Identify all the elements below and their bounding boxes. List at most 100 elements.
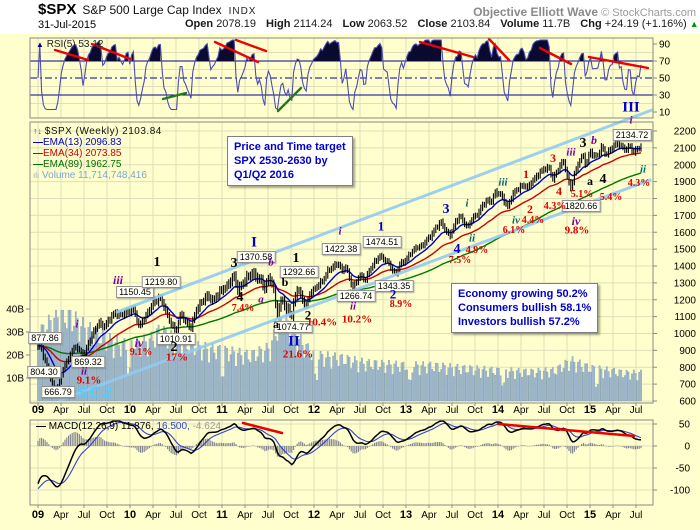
macd-plot (37, 420, 642, 490)
price-axis-label: 1400 (674, 262, 697, 273)
elliott-wave-label: 5.1% (570, 189, 594, 200)
ema34-label: EMA(34) 2073.85 (43, 148, 122, 159)
elliott-wave-label: 4 (236, 290, 244, 305)
annotation-line: Consumers bullish 58.1% (458, 302, 592, 314)
elliott-wave-label: 8.9% (389, 299, 413, 310)
ticker-symbol: $SPX (38, 1, 77, 18)
elliott-wave-label: iii (498, 176, 508, 189)
elliott-wave-label: 1 (377, 218, 385, 234)
price-pivot-label: 1266.74 (336, 290, 376, 302)
elliott-wave-label: ii (639, 163, 647, 176)
open-value: 2078.19 (216, 18, 256, 30)
elliott-wave-label: 2 (527, 202, 533, 216)
price-axis-label: 2100 (674, 143, 697, 154)
price-axis-label: 1900 (674, 177, 697, 188)
price-axis-label: 1000 (674, 329, 697, 340)
price-pivot-label: 1820.66 (561, 200, 601, 212)
x-axis-month-label: Jul (262, 405, 275, 416)
x-axis-year-label: 10 (124, 404, 136, 416)
x-axis-month-label: Jul (630, 510, 643, 521)
x-axis-month-label: Apr (329, 405, 345, 416)
header-brand: Objective Elliott Wave © StockCharts.com (473, 3, 696, 21)
close-label: Close (417, 18, 448, 30)
price-axis-label: 1100 (674, 312, 696, 323)
x-axis-year-label: 11 (216, 509, 228, 521)
x-axis-month-label: Oct (191, 510, 207, 521)
ema13-label: EMA(13) 2096.83 (43, 137, 122, 148)
x-axis-month-label: Oct (467, 405, 483, 416)
price-axis-label: 1600 (674, 228, 697, 239)
price-axis-label: 2200 (674, 127, 697, 138)
macd-signal-value: 16.500, (156, 421, 190, 432)
x-axis-month-label: Jul (78, 405, 91, 416)
price-axis-label: 600 (679, 397, 696, 408)
elliott-wave-label: b (268, 256, 274, 269)
price-axis-label: 1200 (674, 295, 697, 306)
price-pivot-label: 1010.91 (156, 333, 196, 345)
price-pivot-label: 1474.51 (362, 236, 402, 248)
rsi-axis-label: 10 (659, 108, 671, 119)
chart-date: 31-Jul-2015 (38, 19, 97, 31)
x-axis-month-label: Apr (513, 405, 529, 416)
site-credit: © StockCharts.com (601, 7, 696, 19)
elliott-wave-label: ii (349, 300, 357, 313)
price-legend-title-row: ↑↓ $SPX (Weekly) 2103.84 (33, 126, 162, 137)
macd-axis-label: 50 (679, 420, 691, 431)
price-legend-title: $SPX (Weekly) 2103.84 (44, 126, 162, 137)
elliott-wave-label: 4.9% (465, 245, 489, 256)
rsi-axis-label: 70 (659, 57, 671, 68)
price-time-target-annotation: Price and Time target SPX 2530-2630 by Q… (227, 136, 353, 186)
price-pivot-label: 1150.45 (116, 286, 154, 298)
x-axis-year-label: 11 (216, 404, 228, 416)
elliott-wave-label: 10.2% (341, 313, 373, 326)
x-axis-year-label: 12 (308, 509, 320, 521)
header-title: $SPX S&P 500 Large Cap Index INDX (38, 1, 256, 19)
volume-legend: ılı Volume 11,714,748,416 (33, 170, 162, 181)
x-axis-month-label: Oct (283, 510, 299, 521)
elliott-wave-label: b (591, 133, 597, 147)
macd-axis-label: 0 (684, 442, 690, 453)
elliott-wave-label: 2 (389, 286, 397, 302)
elliott-wave-label: 7.5% (448, 255, 472, 266)
x-axis-month-label: Oct (99, 510, 115, 521)
price-axis-label: 1700 (674, 211, 697, 222)
x-axis-month-label: Jul (170, 510, 183, 521)
x-axis-month-label: Jul (538, 405, 551, 416)
rsi-axis-label: 30 (659, 91, 671, 102)
close-value: 2103.84 (450, 18, 491, 30)
price-pivot-label: 1422.38 (321, 243, 361, 255)
elliott-wave-label: ii (80, 365, 88, 378)
annotation-line: SPX 2530-2630 by (234, 155, 328, 167)
chart-header: $SPX S&P 500 Large Cap Index INDX Objectiv… (0, 0, 700, 34)
volume-axis-label: 30B (6, 328, 24, 339)
x-axis-year-label: 15 (584, 509, 596, 521)
ohlc-summary: Open 2078.19 High 2114.24 Low 2063.52 Cl… (178, 18, 699, 30)
elliott-wave-label: 4 (556, 184, 562, 198)
up-arrow-icon: ▲ (689, 19, 699, 29)
elliott-wave-label: iii (112, 273, 124, 287)
rsi-legend-label: RSI(5) 53.12 (46, 39, 104, 50)
annotation-line: Economy growing 50.2% (458, 288, 588, 300)
elliott-wave-label: III (622, 99, 640, 116)
x-axis-month-label: Jul (446, 510, 459, 521)
x-axis-month-label: Jul (170, 405, 183, 416)
x-axis-month-label: Apr (421, 510, 437, 521)
price-pivot-label: 877.86 (28, 332, 62, 344)
x-axis-month-label: Oct (375, 510, 391, 521)
low-value: 2063.52 (367, 18, 408, 30)
x-axis-year-label: 14 (492, 509, 505, 521)
x-axis-month-label: Apr (605, 405, 621, 416)
price-axis-label: 800 (679, 363, 696, 374)
macd-legend-name: MACD(12,26,9) 11.876, (48, 421, 154, 432)
macd-line-swatch: — (36, 421, 46, 432)
x-axis-month-label: Jul (538, 510, 551, 521)
x-axis-month-label: Jul (354, 405, 367, 416)
x-axis-month-label: Oct (283, 405, 299, 416)
elliott-wave-label: 7.4% (231, 303, 255, 314)
x-axis-month-label: Jul (78, 510, 91, 521)
elliott-wave-label: a (273, 317, 279, 331)
panel-borders (29, 37, 654, 508)
price-pivot-label: 1219.80 (141, 276, 181, 288)
